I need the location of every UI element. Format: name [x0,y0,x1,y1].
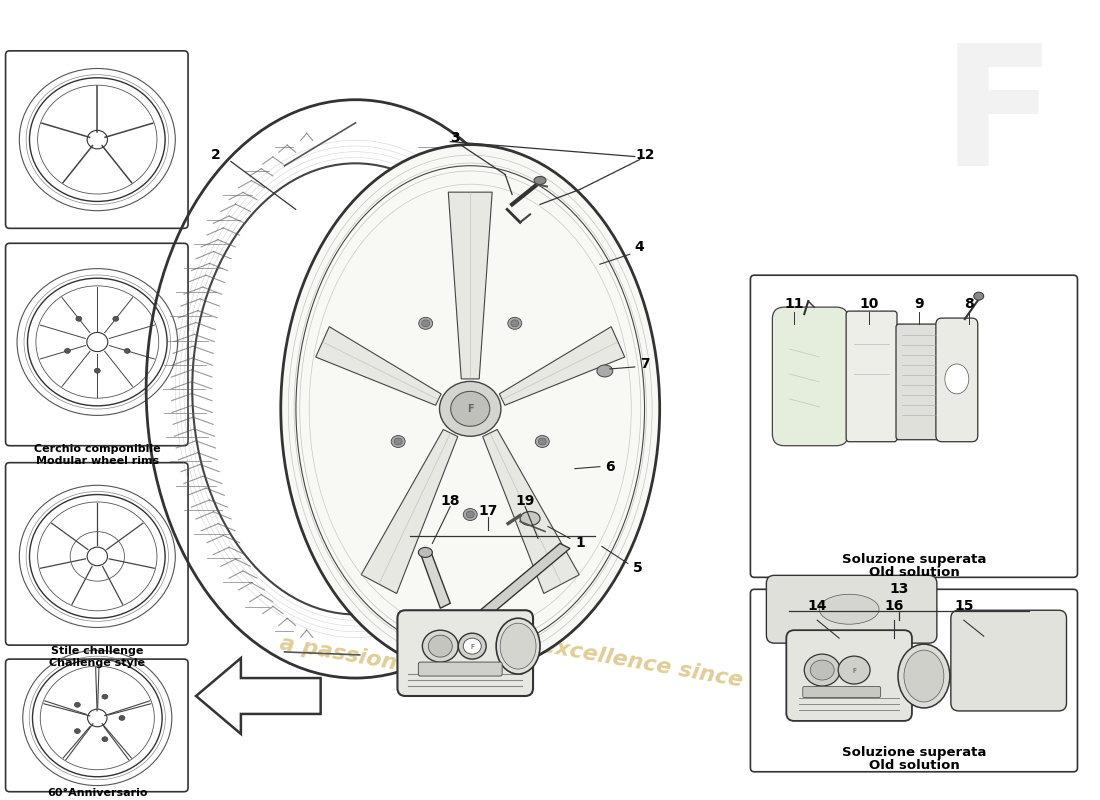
Text: 11: 11 [784,297,804,311]
Text: a passion fo: a passion fo [277,633,430,679]
Ellipse shape [536,435,549,447]
Ellipse shape [75,702,80,707]
Text: 13: 13 [889,582,909,596]
Text: r excellence since 1985: r excellence since 1985 [520,633,813,703]
FancyBboxPatch shape [936,318,978,442]
Ellipse shape [463,638,481,654]
Text: 6: 6 [605,460,615,474]
Text: 2: 2 [211,147,221,162]
Text: 9: 9 [914,297,924,311]
Text: 1: 1 [575,537,585,550]
Ellipse shape [974,292,983,300]
Ellipse shape [466,511,474,518]
Text: F: F [852,668,856,674]
Ellipse shape [419,318,432,330]
Text: Cerchio componibile: Cerchio componibile [34,444,161,454]
Ellipse shape [459,633,486,659]
Ellipse shape [496,618,540,674]
Text: F: F [470,644,474,650]
Polygon shape [196,658,321,734]
Text: 17: 17 [478,503,498,518]
Text: Soluzione superata: Soluzione superata [842,554,986,566]
FancyBboxPatch shape [6,462,188,645]
Ellipse shape [95,368,100,374]
Polygon shape [420,550,450,608]
Text: F: F [942,38,1056,201]
Text: Challenge style: Challenge style [50,658,145,668]
Ellipse shape [394,438,403,445]
Polygon shape [449,192,492,379]
Ellipse shape [820,594,879,624]
FancyBboxPatch shape [397,610,534,696]
Text: 19: 19 [516,494,535,507]
Ellipse shape [534,177,546,185]
Ellipse shape [538,438,547,445]
Text: 7: 7 [640,357,649,371]
Ellipse shape [124,348,130,354]
Text: Old solution: Old solution [869,566,959,579]
Text: 3: 3 [451,130,460,145]
FancyBboxPatch shape [786,630,912,721]
FancyBboxPatch shape [6,243,188,446]
Ellipse shape [804,654,840,686]
Ellipse shape [500,623,536,669]
Ellipse shape [451,391,490,426]
Ellipse shape [76,316,81,322]
Text: 15: 15 [954,599,974,614]
Ellipse shape [520,511,540,526]
Polygon shape [316,326,441,406]
FancyBboxPatch shape [772,307,848,446]
Ellipse shape [811,660,834,680]
Text: 12: 12 [635,147,654,162]
Ellipse shape [75,729,80,734]
Text: 10: 10 [859,297,879,311]
FancyBboxPatch shape [950,610,1067,711]
Polygon shape [483,430,580,594]
Polygon shape [499,326,625,406]
FancyBboxPatch shape [750,275,1078,578]
Text: Soluzione superata: Soluzione superata [842,746,986,759]
Ellipse shape [597,365,613,377]
Text: F: F [466,404,473,414]
Polygon shape [481,543,570,615]
Text: Stile challenge: Stile challenge [51,646,143,656]
FancyBboxPatch shape [6,51,188,228]
Ellipse shape [421,320,430,327]
Ellipse shape [113,316,119,322]
Text: Old solution: Old solution [869,759,959,772]
Ellipse shape [102,737,108,742]
Text: 16: 16 [884,599,904,614]
Ellipse shape [422,630,459,662]
Ellipse shape [510,320,519,327]
FancyBboxPatch shape [896,324,942,440]
Ellipse shape [898,644,949,708]
Ellipse shape [838,656,870,684]
Ellipse shape [945,364,969,394]
Ellipse shape [508,318,521,330]
Ellipse shape [280,145,660,673]
Text: 60°Anniversario: 60°Anniversario [47,788,147,798]
FancyBboxPatch shape [846,311,896,442]
Ellipse shape [418,547,432,558]
Ellipse shape [463,509,477,521]
FancyBboxPatch shape [6,659,188,792]
Text: 8: 8 [964,297,974,311]
FancyBboxPatch shape [767,575,937,643]
Ellipse shape [102,694,108,699]
Ellipse shape [904,650,944,702]
Text: 14: 14 [807,599,827,614]
FancyBboxPatch shape [418,662,502,676]
Text: 4: 4 [635,240,645,254]
FancyBboxPatch shape [750,590,1078,772]
Ellipse shape [65,348,70,354]
Text: 5: 5 [632,562,642,575]
Text: Modular wheel rims: Modular wheel rims [35,456,158,466]
Ellipse shape [428,635,452,657]
Ellipse shape [392,435,405,447]
FancyBboxPatch shape [803,686,880,698]
Ellipse shape [440,382,500,436]
Ellipse shape [119,715,125,721]
Polygon shape [361,430,458,594]
Text: 18: 18 [440,494,460,507]
